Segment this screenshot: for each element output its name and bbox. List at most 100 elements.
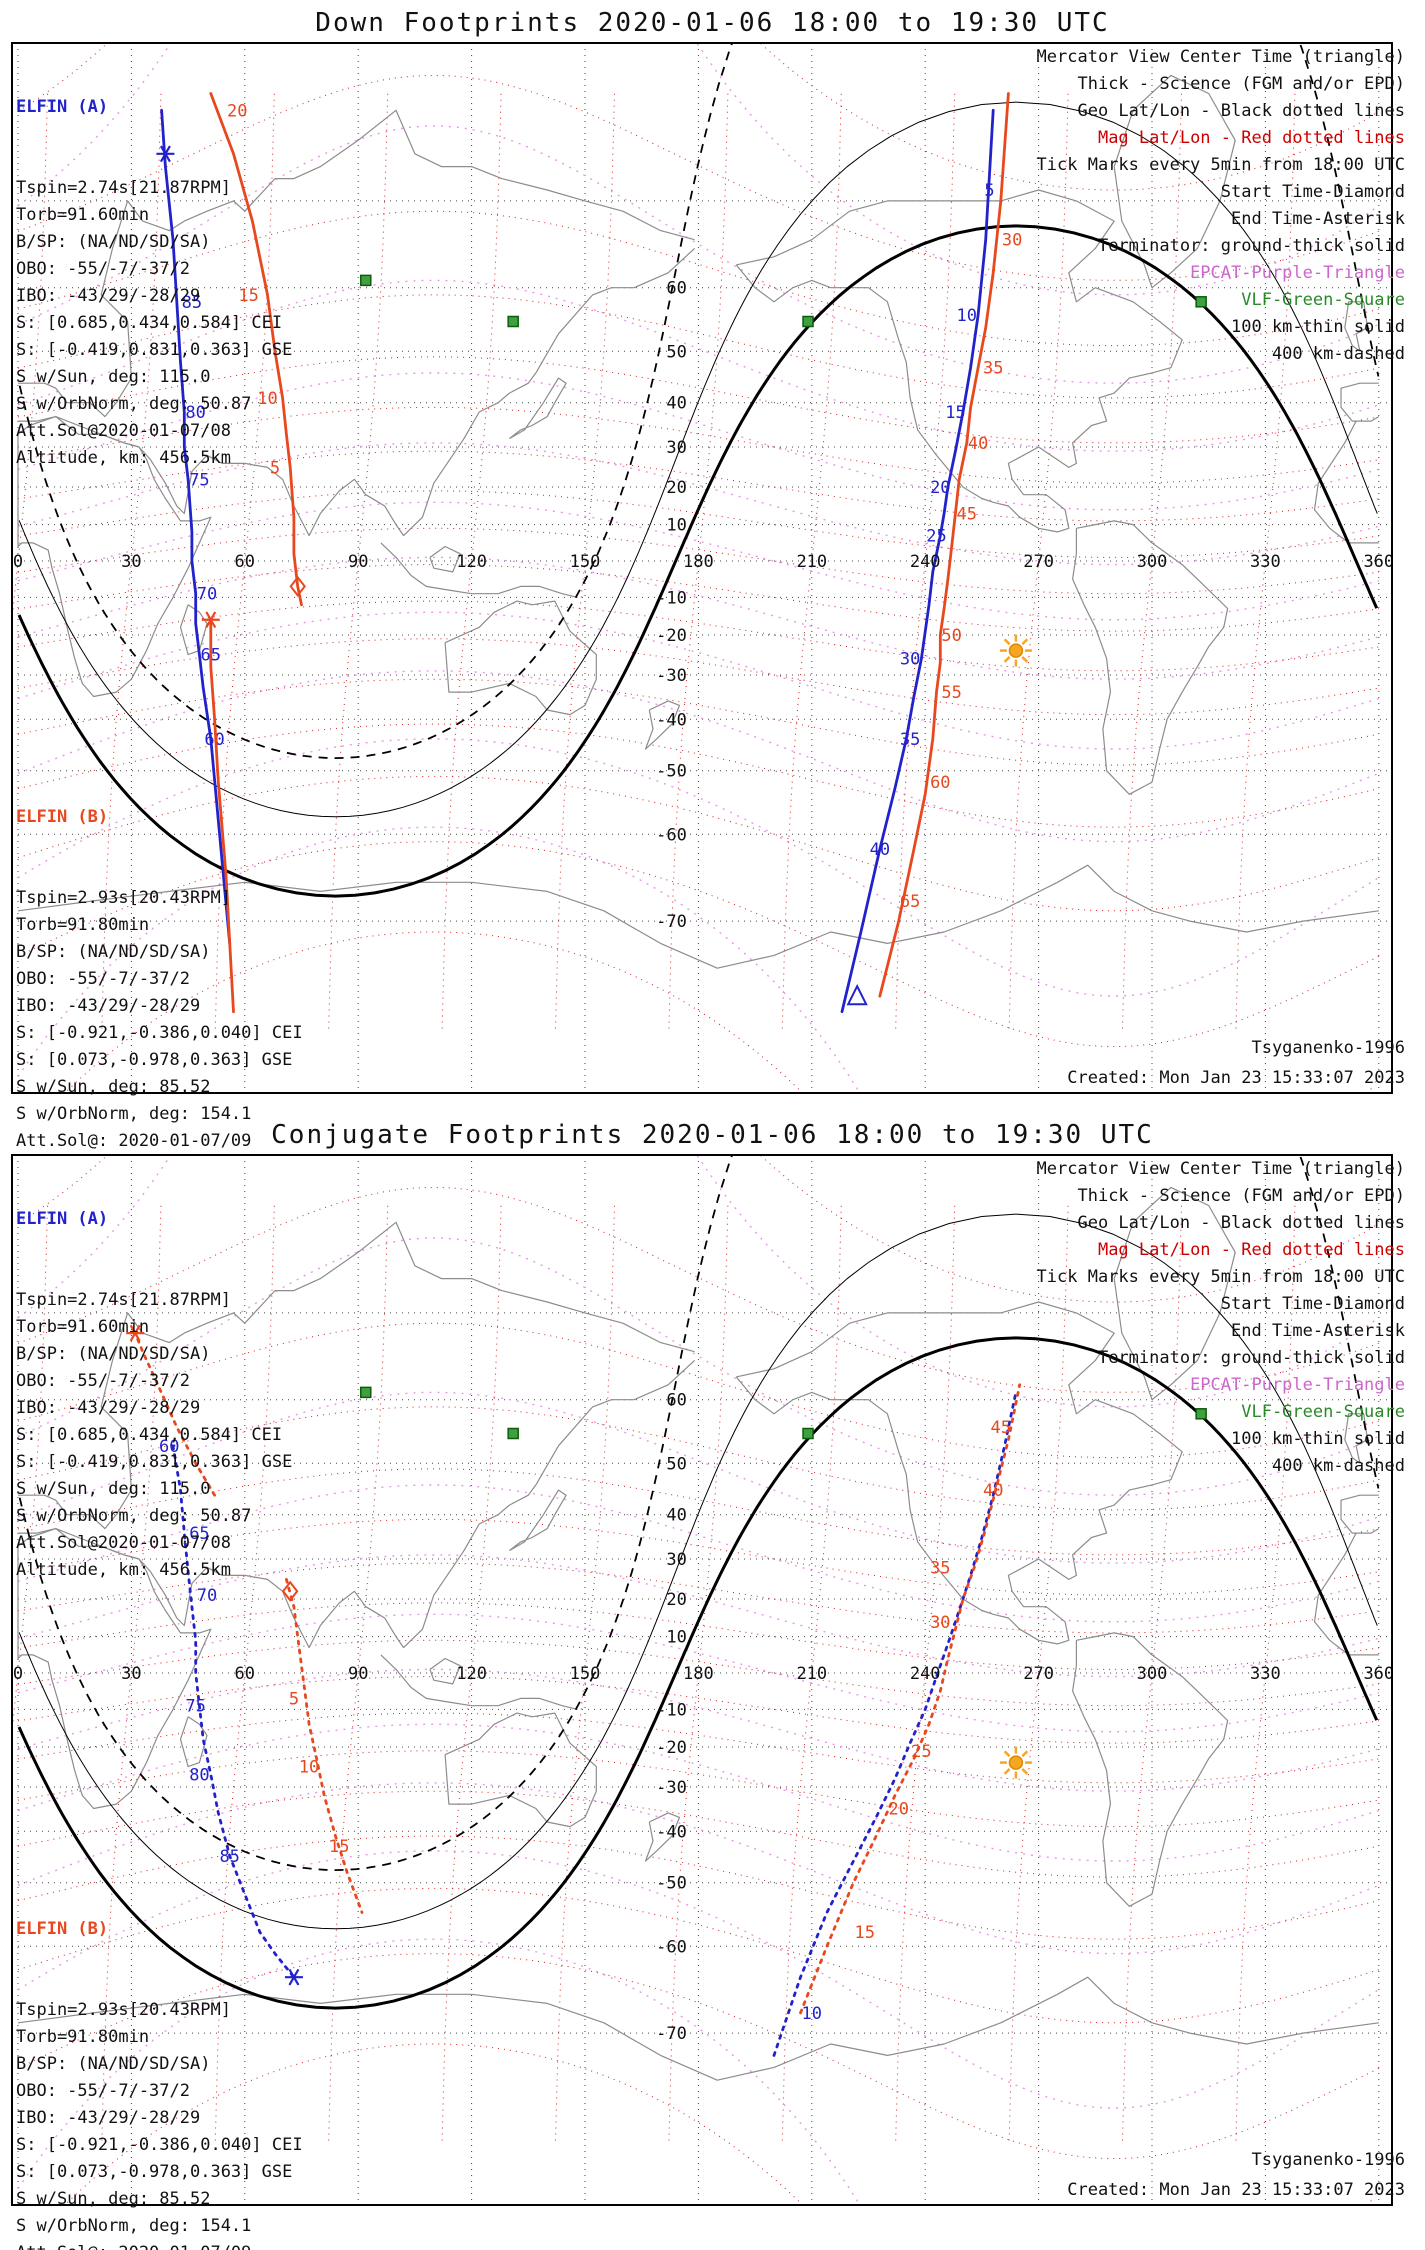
lat-tick-label: 50: [666, 1454, 686, 1474]
geo-grid: [12, 1155, 1392, 2205]
lon-tick-label: 360: [1363, 1664, 1394, 1684]
lat-tick-label: 30: [666, 438, 686, 458]
elfin-b-lines: Tspin=2.93s[20.43RPM] Torb=91.80min B/SP: …: [16, 1997, 303, 2250]
tick-minute-label: 15: [238, 286, 258, 306]
lat-tick-label: -30: [656, 1778, 687, 1798]
legend-line: Geo Lat/Lon - Black dotted lines: [1077, 1213, 1405, 1233]
tick-minute-label: 35: [930, 1558, 950, 1578]
tick-minute-label: 30: [930, 1613, 950, 1633]
info-line: S: [0.685,0.434,0.584] CEI: [16, 1425, 283, 1445]
pink-grid: [17, 43, 1380, 1093]
elfin-a-info-block: ELFIN (A) Tspin=2.74s[21.87RPM] Torb=91.6…: [16, 40, 292, 526]
elfin-b-track: 5 10 15 20 30 35 40 45 50 55 60 65: [201, 92, 1022, 1014]
lat-tick-label: -40: [656, 1822, 687, 1842]
tick-minute-label: 20: [888, 1799, 908, 1819]
elfin-a-track: 60 65 70 75 80 85 10: [159, 1391, 1018, 2057]
tick-minute-label: 75: [189, 470, 209, 490]
panel-title: Down Footprints 2020-01-06 18:00 to 19:3…: [315, 8, 1110, 38]
info-line: S w/Sun, deg: 115.0: [16, 367, 211, 387]
info-line: B/SP: (NA/ND/SD/SA): [16, 942, 211, 962]
tick-minute-label: 50: [941, 626, 961, 646]
legend-line: Geo Lat/Lon - Black dotted lines: [1077, 101, 1405, 121]
legend-line: Start Time-Diamond: [1220, 1294, 1405, 1314]
tick-minute-label: 45: [957, 505, 977, 525]
elfin-a-title: ELFIN (A): [16, 1209, 109, 1229]
tick-minute-label: 5: [270, 458, 280, 478]
lon-tick-label: 60: [235, 1664, 255, 1684]
tick-minute-label: 40: [870, 840, 890, 860]
legend-line: EPCAT-Purple-Triangle: [1190, 1375, 1405, 1395]
tick-minute-label: 25: [911, 1742, 931, 1762]
tick-minute-label: 5: [984, 181, 994, 201]
end-asterisk-marker: [201, 611, 220, 629]
elfin-a-lines: Tspin=2.74s[21.87RPM] Torb=91.60min B/SP: …: [16, 1287, 292, 1584]
tick-minute-label: 15: [329, 1837, 349, 1857]
vlf-stations: [360, 274, 1207, 328]
vlf-station-square: [802, 315, 814, 328]
lon-tick-label: 210: [796, 1664, 827, 1684]
tick-minute-label: 20: [930, 478, 950, 498]
info-line: S: [-0.419,0.831,0.363] GSE: [16, 340, 293, 360]
lon-tick-label: 180: [683, 552, 714, 572]
legend-line: Tick Marks every 5min from 18:00 UTC: [1036, 155, 1405, 175]
terminator-curves: [17, 1155, 1380, 2010]
tick-minute-label: 10: [957, 306, 977, 326]
vlf-station-square: [507, 1427, 519, 1440]
legend-line: Tick Marks every 5min from 18:00 UTC: [1036, 1267, 1405, 1287]
info-line: Torb=91.80min: [16, 2027, 150, 2047]
tick-minute-label: 30: [1002, 231, 1022, 251]
info-line: Torb=91.60min: [16, 205, 150, 225]
lon-tick-label: 300: [1137, 1664, 1168, 1684]
info-line: Att.Sol@2020-01-07/08: [16, 1533, 231, 1553]
info-line: Tspin=2.93s[20.43RPM]: [16, 2000, 231, 2020]
panel-title: Conjugate Footprints 2020-01-06 18:00 to…: [271, 1120, 1154, 1150]
lon-tick-label: 270: [1023, 1664, 1054, 1684]
tick-minute-label: 10: [257, 389, 277, 409]
tick-minute-label: 85: [182, 293, 202, 313]
vlf-station-square: [360, 1386, 372, 1399]
conjugate-footprints-panel: Conjugate Footprints 2020-01-06 18:00 to…: [0, 1112, 1425, 2250]
info-line: B/SP: (NA/ND/SD/SA): [16, 232, 211, 252]
lon-tick-label: 90: [348, 552, 368, 572]
tick-minute-label: 60: [159, 1437, 179, 1457]
lat-tick-label: 20: [666, 478, 686, 498]
legend-line: Thick - Science (FGM and/or EPD): [1077, 74, 1405, 94]
info-line: S: [-0.419,0.831,0.363] GSE: [16, 1452, 293, 1472]
lon-tick-label: 60: [235, 552, 255, 572]
info-line: S: [-0.921,-0.386,0.040] CEI: [16, 2135, 303, 2155]
lat-tick-label: -60: [656, 1937, 687, 1957]
lat-tick-label: 40: [666, 394, 686, 414]
info-line: Tspin=2.74s[21.87RPM]: [16, 1290, 231, 1310]
lon-tick-label: 30: [121, 1664, 141, 1684]
tick-minute-label: 10: [802, 2004, 822, 2024]
vlf-station-square: [360, 274, 372, 287]
geo-grid: [12, 43, 1392, 1093]
legend-line: End Time-Asterisk: [1231, 209, 1405, 229]
info-line: Tspin=2.93s[20.43RPM]: [16, 888, 231, 908]
lat-tick-label: -50: [656, 1874, 687, 1894]
vlf-station-square: [802, 1427, 814, 1440]
coastlines: [17, 1186, 1380, 2081]
tick-minute-label: 70: [197, 585, 217, 605]
lon-tick-label: 210: [796, 552, 827, 572]
tick-minute-label: 35: [900, 730, 920, 750]
info-line: OBO: -55/-7/-37/2: [16, 1371, 190, 1391]
lat-tick-label: 20: [666, 1590, 686, 1610]
info-line: Altitude, km: 456.5km: [16, 448, 231, 468]
lon-tick-label: 240: [910, 1664, 941, 1684]
tick-minute-label: 20: [227, 101, 247, 121]
lon-tick-label: 0: [13, 1664, 23, 1684]
lon-tick-label: 120: [456, 552, 487, 572]
model-credit: Tsyganenko-1996: [1251, 1038, 1405, 1058]
mag-grid: [12, 1155, 1380, 2205]
info-line: OBO: -55/-7/-37/2: [16, 969, 190, 989]
vlf-station-square: [1195, 296, 1207, 308]
sun-icon: [999, 634, 1032, 667]
down-footprints-panel: Down Footprints 2020-01-06 18:00 to 19:3…: [0, 0, 1425, 1178]
lat-tick-label: -20: [656, 1738, 687, 1758]
tick-minute-label: 65: [189, 1524, 209, 1544]
tick-minute-label: 5: [289, 1689, 299, 1709]
axis-labels: 0 30 60 90 120 150 180 210 240 270 300 330 360 60 50 40…: [13, 1391, 1394, 2044]
map-plot: 60 65 70 75 80 85 10 5 10 15 15 20 25 30 35 40 45 0 30 60 90…: [0, 1154, 1425, 2250]
